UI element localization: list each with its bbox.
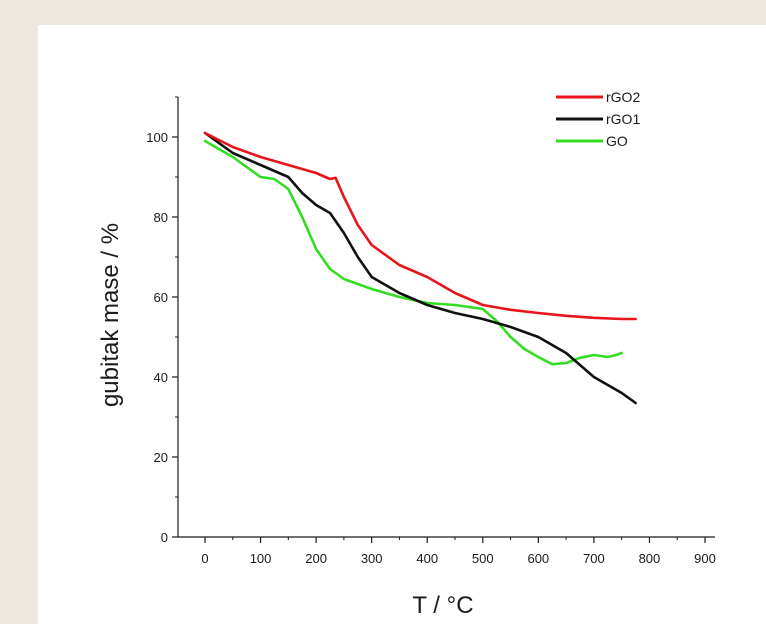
y-tick-label: 20 (154, 450, 168, 465)
series-line-go (203, 139, 623, 366)
legend-label-rgo1: rGO1 (606, 111, 640, 127)
x-tick-label: 800 (639, 551, 661, 566)
x-tick-label: 0 (201, 551, 208, 566)
x-tick-label: 200 (305, 551, 327, 566)
x-tick-label: 300 (361, 551, 383, 566)
series-line-rgo2 (203, 131, 637, 321)
x-tick-label: 100 (250, 551, 272, 566)
axes (177, 97, 715, 538)
series-line-rgo1 (203, 131, 637, 405)
legend-label-go: GO (606, 133, 628, 149)
y-tick-label: 0 (161, 530, 168, 545)
x-tick-label: 900 (694, 551, 716, 566)
y-tick-label: 40 (154, 370, 168, 385)
y-axis-title: gubitak mase / % (97, 223, 124, 407)
legend-label-rgo2: rGO2 (606, 89, 640, 105)
tga-chart: 0 100 200 300 400 500 600 700 800 900 0 20 40 60 80 10… (97, 89, 716, 619)
x-tick-label: 400 (416, 551, 438, 566)
x-ticks: 0 100 200 300 400 500 600 700 800 900 (201, 537, 716, 566)
series-lines (203, 131, 637, 405)
x-tick-label: 700 (583, 551, 605, 566)
legend: rGO2 rGO1 GO (556, 89, 640, 149)
y-tick-label: 60 (154, 290, 168, 305)
x-tick-label: 500 (472, 551, 494, 566)
chart-panel: 0 100 200 300 400 500 600 700 800 900 0 20 40 60 80 10… (38, 25, 766, 624)
x-axis-title: T / °C (412, 592, 473, 619)
x-tick-label: 600 (527, 551, 549, 566)
y-ticks: 0 20 40 60 80 100 (146, 96, 178, 545)
y-tick-label: 100 (146, 130, 168, 145)
y-tick-label: 80 (154, 210, 168, 225)
